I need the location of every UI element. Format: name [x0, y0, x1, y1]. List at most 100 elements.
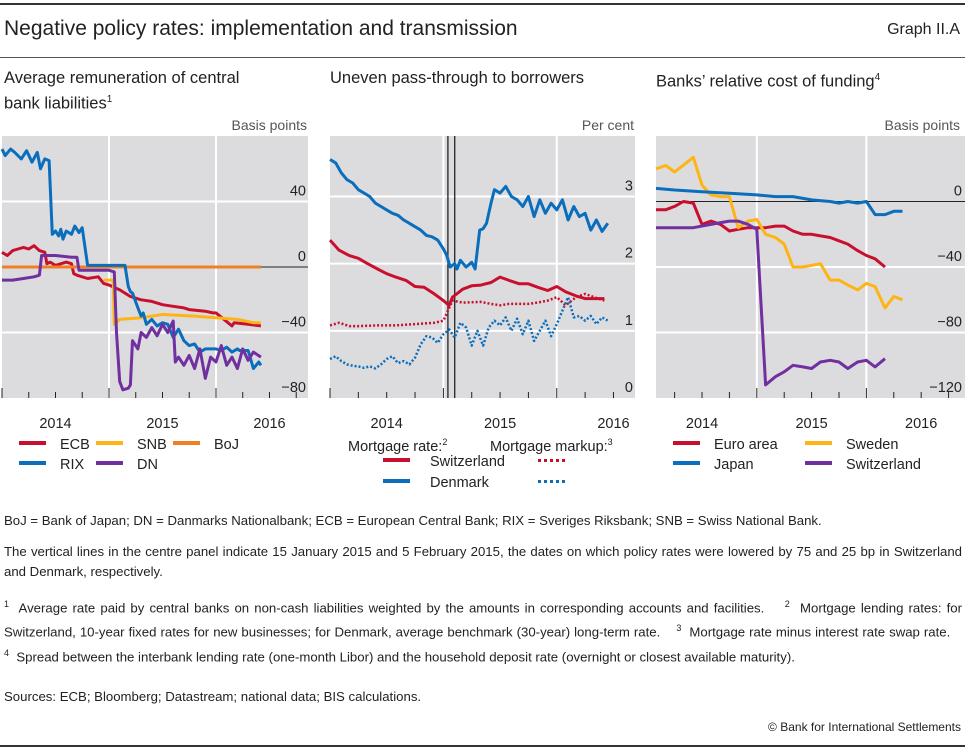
panel1-title-line2: bank liabilities	[4, 94, 107, 113]
x-tick-label: 2016	[905, 416, 937, 432]
panel2-title-text: Uneven pass-through to borrowers	[330, 69, 585, 87]
footnote-3-num: 3	[676, 623, 682, 634]
footnote-2: Mortgage lending rates: for Switzerland,…	[4, 600, 963, 640]
panel2-title: Uneven pass-through to borrowers	[330, 67, 584, 89]
footnote-3: Mortgage rate minus interest rate swap r…	[689, 624, 951, 640]
legend-header-mortgage-rate-fn: 2	[442, 437, 448, 447]
footnotes: 1 Average rate paid by central banks on …	[4, 594, 962, 667]
legend-item-snb: SNB	[96, 435, 167, 455]
y-tick-label: 40	[290, 184, 306, 200]
footnote-1: Average rate paid by central banks on no…	[18, 600, 765, 616]
y-tick-label: 0	[298, 249, 306, 265]
abbreviations-note: BoJ = Bank of Japan; DN = Danmarks Natio…	[4, 513, 822, 528]
panel3-title: Banks’ relative cost of funding4	[656, 67, 880, 93]
legend-item-ecb: ECB	[19, 435, 90, 455]
notes: BoJ = Bank of Japan; DN = Danmarks Natio…	[4, 511, 962, 531]
x-tick-label: 2014	[371, 416, 403, 432]
legend-swatch-switzerland-markup	[538, 452, 579, 472]
panel1-title-line1: Average remuneration of central	[4, 69, 240, 87]
x-tick-label: 2015	[795, 416, 827, 432]
legend-header-mortgage-markup: Mortgage markup:3	[490, 432, 613, 455]
panel1-footnote-ref: 1	[106, 94, 113, 105]
panel1-unit: Basis points	[231, 117, 307, 133]
y-tick-label: 3	[625, 178, 633, 194]
legend-label-snb: SNB	[137, 437, 167, 453]
legend-label-japan: Japan	[714, 457, 754, 473]
footnote-1-num: 1	[4, 599, 10, 609]
series-line-sweden	[655, 155, 904, 310]
legend-swatch-switzerland	[805, 461, 832, 466]
header-rule	[0, 57, 965, 58]
series-line-ecb	[1, 244, 262, 328]
y-tick-label: 2	[625, 246, 633, 262]
legend-item-boj: BoJ	[173, 435, 239, 455]
series-line-euro-area	[656, 200, 886, 269]
y-tick-label: −40	[281, 315, 306, 331]
vertical-lines-note-block: The vertical lines in the centre panel i…	[4, 542, 962, 582]
panel3-unit: Basis points	[884, 117, 960, 133]
legend-label-ecb: ECB	[60, 437, 90, 453]
panel3-footnote-ref: 4	[874, 72, 881, 83]
x-tick-label: 2014	[686, 416, 718, 432]
panel1-title: Average remuneration of central bank lia…	[4, 67, 239, 115]
x-tick-label: 2015	[146, 416, 178, 432]
sources: Sources: ECB; Bloomberg; Datastream; nat…	[4, 689, 422, 704]
series-line-japan	[655, 186, 903, 217]
y-tick-label: −40	[937, 249, 962, 265]
y-tick-label: 1	[625, 313, 633, 329]
legend-label-switzerland-p3: Switzerland	[846, 457, 921, 473]
series-line-rix	[0, 147, 263, 370]
series-line-switzerland	[656, 219, 886, 387]
y-tick-label: −120	[929, 380, 962, 396]
series-line-mortgage-markup-switzerland	[329, 292, 605, 328]
series-line-dn	[2, 254, 262, 392]
legend-swatch-ecb	[19, 441, 46, 446]
panel2-unit: Per cent	[581, 117, 634, 133]
footnote-2-num: 2	[784, 599, 790, 609]
legend-swatch-snb	[96, 441, 123, 446]
legend-item-sweden: Sweden	[805, 435, 898, 455]
legend-swatch-denmark-markup	[538, 473, 579, 493]
legend-label-sweden: Sweden	[846, 437, 899, 453]
sources-block: Sources: ECB; Bloomberg; Datastream; nat…	[4, 687, 962, 707]
legend-swatch-denmark-rate	[383, 479, 410, 484]
series-line-mortgage-rate-denmark	[329, 158, 610, 271]
legend-label-switzerland: Switzerland	[430, 454, 505, 470]
legend-header-mortgage-markup-fn: 3	[607, 437, 613, 447]
series-line-mortgage-rate-switzerland	[328, 239, 605, 307]
legend-swatch-dn	[96, 461, 123, 466]
legend-item-denmark-rate: Denmark	[383, 473, 489, 493]
panel3-title-text: Banks’ relative cost of funding	[656, 72, 875, 91]
bottom-rule	[0, 745, 965, 747]
graph-title: Negative policy rates: implementation an…	[4, 17, 518, 40]
x-tick-label: 2016	[597, 416, 629, 432]
legend-item-euro-area: Euro area	[673, 435, 778, 455]
legend-header-mortgage-markup-label: Mortgage markup:	[490, 438, 608, 455]
footnote-4-num: 4	[4, 647, 10, 658]
legend-swatch-switzerland-rate	[383, 458, 410, 463]
panel2-plot-area	[330, 136, 635, 398]
graph-id: Graph II.A	[887, 21, 960, 38]
y-tick-label: 0	[954, 184, 962, 200]
legend-swatch-rix	[19, 461, 46, 466]
copyright: © Bank for International Settlements	[768, 720, 961, 734]
dotted-red-swatch	[538, 458, 565, 462]
dotted-blue-swatch	[538, 479, 565, 483]
legend-header-mortgage-rate: Mortgage rate:2	[348, 432, 448, 455]
series-line-snb	[103, 278, 261, 326]
x-tick-label: 2015	[484, 416, 516, 432]
vertical-lines-note: The vertical lines in the centre panel i…	[4, 544, 962, 579]
legend-header-mortgage-rate-label: Mortgage rate:	[348, 438, 443, 455]
legend-label-rix: RIX	[60, 457, 85, 473]
legend-swatch-euro-area	[673, 441, 700, 446]
legend-item-japan: Japan	[673, 455, 754, 475]
footnote-4: Spread between the interbank lending rat…	[16, 649, 795, 665]
legend-item-rix: RIX	[19, 455, 84, 475]
legend-item-dn: DN	[96, 455, 158, 475]
y-tick-label: −80	[937, 315, 962, 331]
top-rule	[0, 3, 965, 5]
legend-item-switzerland-rate: Switzerland	[383, 452, 505, 472]
legend-swatch-japan	[673, 461, 700, 466]
legend-label-boj: BoJ	[214, 437, 239, 453]
x-tick-label: 2016	[253, 416, 285, 432]
